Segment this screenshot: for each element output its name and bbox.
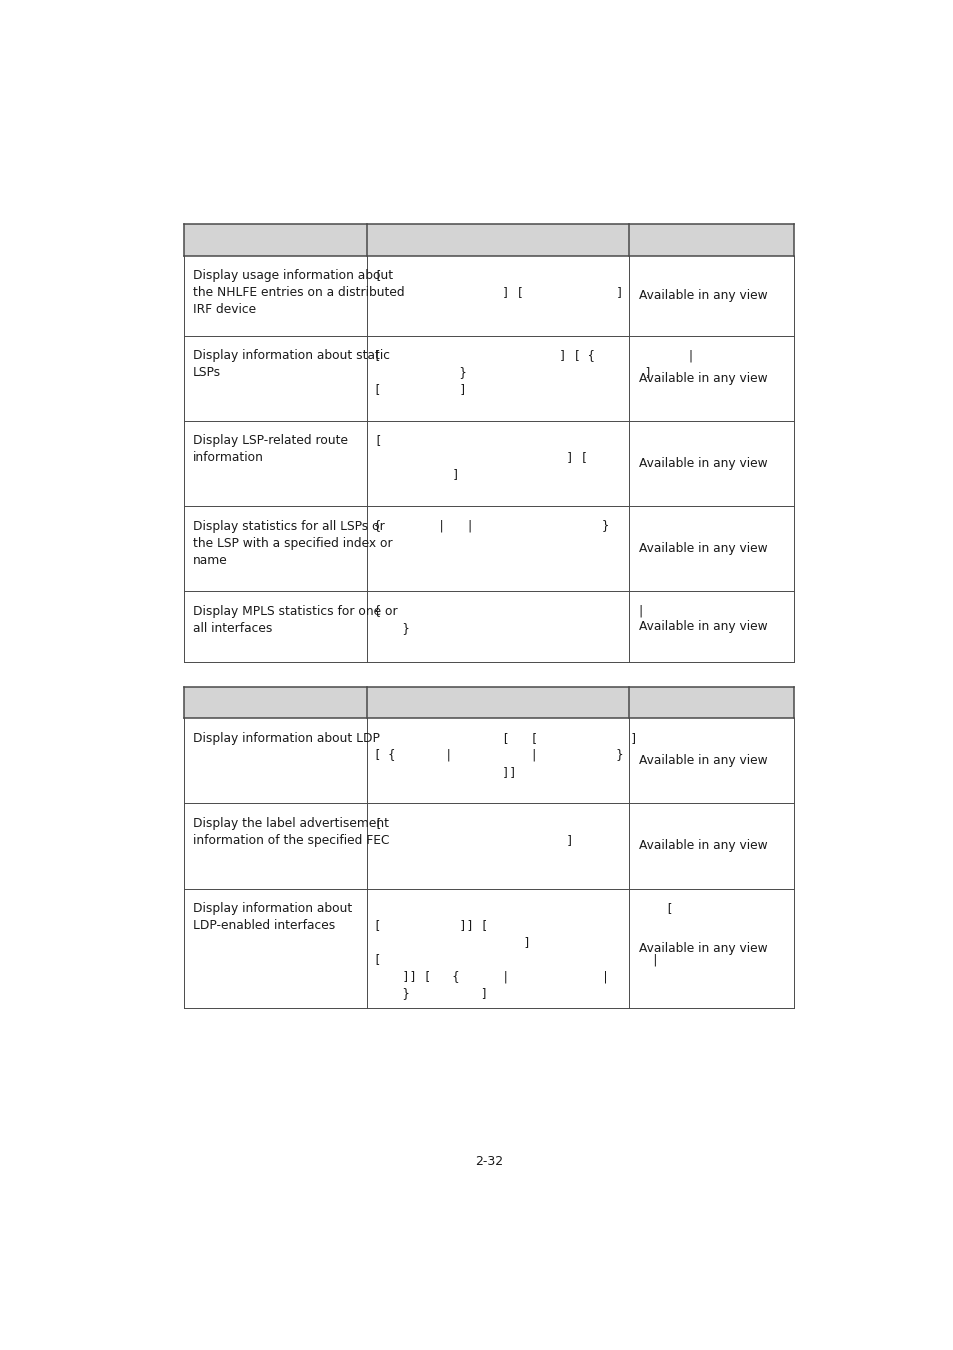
- Text: Available in any view: Available in any view: [639, 620, 767, 633]
- Text: Display MPLS statistics for one or
all interfaces: Display MPLS statistics for one or all i…: [193, 605, 397, 634]
- Text: [                         ] [ {             |
            }                     : [ ] [ { | }: [374, 350, 694, 396]
- Text: Display the label advertisement
information of the specified FEC: Display the label advertisement informat…: [193, 817, 389, 846]
- Text: Available in any view: Available in any view: [639, 371, 767, 385]
- Text: {                                    |
    }: { | }: [374, 605, 644, 634]
- Text: Available in any view: Available in any view: [639, 543, 767, 555]
- Text: Available in any view: Available in any view: [639, 942, 767, 954]
- Text: 2-32: 2-32: [475, 1156, 502, 1169]
- Text: {        |   |                  }: { | | }: [374, 520, 609, 533]
- Text: [
[           ]] [
                     ]
[                                     : [ [ ]] [ ] [: [374, 902, 673, 1000]
- Bar: [183, 224, 794, 255]
- Bar: [183, 687, 794, 718]
- Text: Available in any view: Available in any view: [639, 755, 767, 767]
- Text: Display LSP-related route
information: Display LSP-related route information: [193, 435, 348, 464]
- Text: Available in any view: Available in any view: [639, 840, 767, 852]
- Text: [   [             ]
[ {       |           |           }
                  ]]: [ [ ] [ { | | } ]]: [374, 732, 638, 779]
- Text: [
                           ]: [ ]: [374, 817, 573, 846]
- Text: Display information about static
LSPs: Display information about static LSPs: [193, 350, 390, 379]
- Text: Display information about LDP: Display information about LDP: [193, 732, 379, 745]
- Text: Display usage information about
the NHLFE entries on a distributed
IRF device: Display usage information about the NHLF…: [193, 269, 404, 316]
- Text: [
                  ] [             ]: [ ] [ ]: [374, 269, 623, 300]
- Text: Available in any view: Available in any view: [639, 289, 767, 302]
- Text: Display information about
LDP-enabled interfaces: Display information about LDP-enabled in…: [193, 902, 352, 932]
- Text: Available in any view: Available in any view: [639, 456, 767, 470]
- Text: Display statistics for all LSPs or
the LSP with a specified index or
name: Display statistics for all LSPs or the L…: [193, 520, 393, 567]
- Text: [
                           ] [
           ]: [ ] [ ]: [374, 435, 587, 482]
